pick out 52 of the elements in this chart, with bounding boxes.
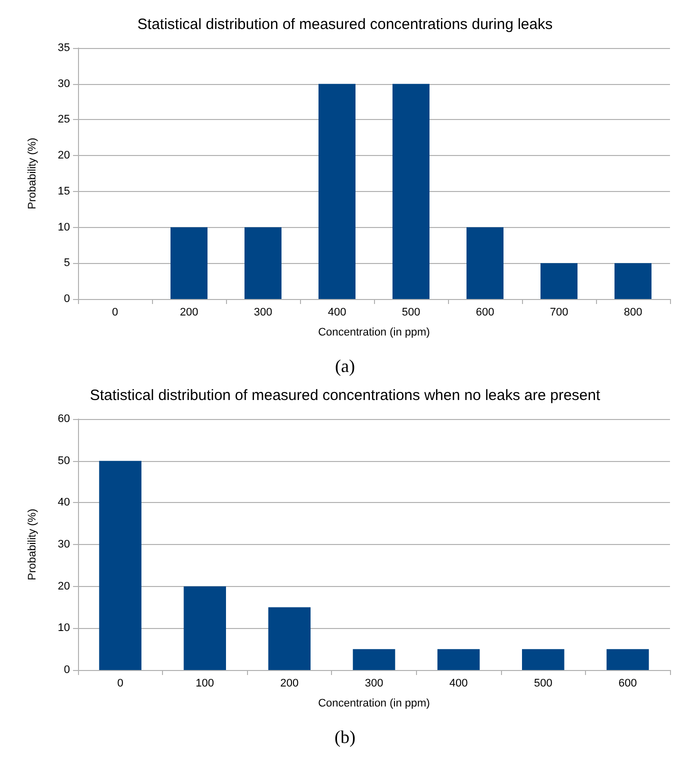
bar (466, 227, 504, 299)
x-axis-title: Concentration (in ppm) (318, 698, 430, 710)
y-tick-label: 30 (58, 78, 70, 90)
bar (184, 586, 226, 670)
y-tick-label: 20 (58, 150, 70, 162)
y-axis-title: Probability (%) (26, 508, 38, 580)
bar (268, 607, 311, 670)
x-tick-label: 300 (364, 678, 384, 690)
x-tick-label: 0 (112, 306, 118, 318)
bar (352, 649, 396, 670)
x-tick-label: 200 (280, 678, 299, 690)
y-tick-label: 25 (58, 114, 70, 126)
y-tick-label: 0 (64, 664, 70, 676)
y-tick-label: 10 (58, 622, 70, 634)
bar (522, 649, 564, 670)
y-tick-label: 15 (58, 185, 70, 198)
y-tick-label: 20 (58, 580, 70, 592)
text: (b) (334, 727, 356, 747)
x-tick-label: 200 (180, 306, 198, 318)
x-axis-title: Concentration (in ppm) (318, 326, 430, 338)
bar (614, 263, 652, 299)
chart-title: Statistical distribution of measured concentrations when no leaks are present (90, 387, 601, 404)
y-tick-label: 60 (58, 413, 70, 425)
y-tick-label: 40 (58, 496, 70, 509)
x-tick-label: 500 (402, 306, 420, 318)
y-tick-label: 0 (64, 293, 70, 305)
x-tick-label: 600 (618, 678, 637, 690)
bar (540, 263, 578, 299)
x-tick-label: 600 (476, 306, 494, 318)
y-tick-label: 50 (58, 454, 70, 467)
y-tick-label: 30 (58, 538, 70, 550)
x-tick-label: 800 (624, 306, 642, 318)
bar (99, 460, 142, 670)
x-tick-label: 700 (550, 306, 568, 318)
x-tick-label: 100 (196, 678, 214, 690)
y-tick-label: 10 (58, 221, 70, 234)
text: (a) (335, 356, 355, 376)
x-tick-label: 300 (254, 306, 272, 318)
x-tick-label: 0 (117, 678, 124, 690)
chart-title: Statistical distribution of measured concentrations during leaks (137, 16, 553, 33)
bar (244, 227, 282, 299)
bar (437, 649, 480, 670)
y-axis-title: Probability (%) (26, 138, 38, 210)
x-tick-label: 400 (449, 678, 468, 690)
x-tick-label: 500 (534, 678, 552, 690)
bar (170, 227, 208, 299)
bar (606, 649, 649, 670)
y-tick-label: 5 (64, 257, 70, 270)
bar (318, 84, 356, 299)
bar (392, 84, 430, 299)
y-tick-label: 35 (58, 42, 70, 54)
x-tick-label: 400 (328, 306, 346, 318)
